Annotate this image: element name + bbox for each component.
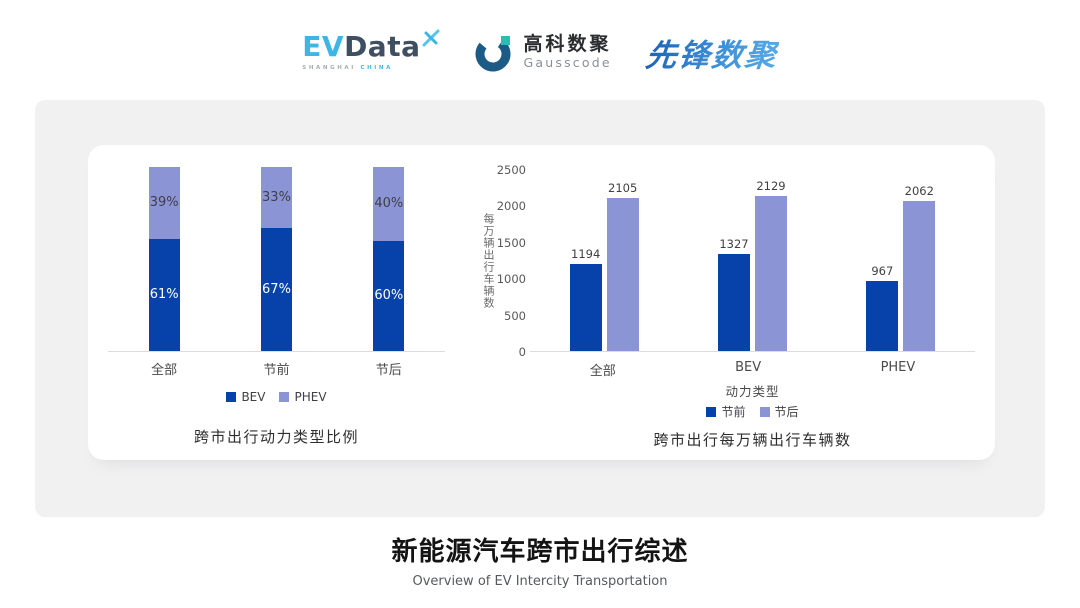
report-title: 新能源汽车跨市出行综述 bbox=[391, 537, 689, 567]
bar-value-label: 2129 bbox=[756, 179, 786, 194]
bar-节后 bbox=[606, 197, 639, 351]
right-x-axis-label: 动力类型 bbox=[725, 384, 780, 399]
report-footer: 新能源汽车跨市出行综述 Overview of EV Intercity Tra… bbox=[0, 531, 1080, 589]
legend-label: BEV bbox=[241, 390, 266, 404]
bar-column: 1327 bbox=[717, 237, 750, 351]
right-y-ticks: 0 500 1000 1500 2000 2500 bbox=[486, 163, 526, 359]
charts-panel: 39% 61% 33% 67% 40% 60% 全部 节前 节后 BEV PHEV 跨市出行动力… bbox=[88, 145, 995, 460]
gausscode-g-icon bbox=[475, 36, 511, 72]
left-legend: BEV PHEV bbox=[108, 390, 445, 404]
left-chart-title: 跨市出行动力类型比例 bbox=[193, 428, 359, 446]
category-label: BEV bbox=[735, 360, 762, 375]
y-tick-label: 1000 bbox=[496, 272, 526, 287]
legend-item-phev: PHEV bbox=[279, 390, 327, 404]
bar-segment-bev: 67% bbox=[260, 227, 292, 351]
evdata-logo-data-text: Data bbox=[344, 30, 421, 63]
bar-column: 1194 bbox=[569, 247, 602, 351]
legend-label: PHEV bbox=[294, 390, 327, 404]
bar-节后 bbox=[903, 200, 936, 351]
logo-header: EV Data SHANGHAI CHINA 高科数聚 Gausscode 先锋数 bbox=[0, 22, 1080, 82]
category-label: PHEV bbox=[880, 360, 916, 375]
xianfeng-logo: 先锋数聚 bbox=[643, 30, 780, 75]
legend-label: 节前 bbox=[721, 405, 746, 419]
category-label: 全部 bbox=[589, 364, 616, 379]
bar-节前 bbox=[569, 264, 602, 351]
y-tick-label: 2500 bbox=[496, 163, 526, 177]
right-category-labels: 全部 BEV PHEV bbox=[530, 360, 975, 379]
gausscode-cn-text: 高科数聚 bbox=[523, 32, 612, 55]
bar-column: 2129 bbox=[754, 179, 787, 351]
legend-swatch bbox=[706, 406, 717, 417]
right-chart-title: 跨市出行每万辆出行车辆数 bbox=[653, 431, 852, 449]
legend-item-节后: 节后 bbox=[759, 403, 799, 420]
y-tick-label: 2000 bbox=[496, 199, 526, 214]
legend-swatch bbox=[279, 392, 290, 402]
evdata-logo-subtext: SHANGHAI CHINA bbox=[302, 65, 393, 71]
legend-swatch bbox=[759, 406, 770, 417]
bar-segment-phev: 40% bbox=[373, 167, 405, 241]
bar-group-PHEV: 967 2062 bbox=[866, 183, 936, 351]
right-legend: 节前 节后 bbox=[530, 403, 975, 420]
category-label: 节后 bbox=[375, 363, 402, 378]
legend-item-节前: 节前 bbox=[706, 403, 746, 420]
evdata-spark-icon bbox=[422, 29, 440, 47]
bar-节前 bbox=[866, 280, 899, 351]
bar-value-label: 967 bbox=[871, 263, 894, 278]
left-category-labels: 全部 节前 节后 bbox=[108, 359, 445, 378]
evdata-logo: EV Data SHANGHAI CHINA bbox=[302, 29, 440, 71]
stacked-bars: 39% 61% 33% 67% 40% 60% bbox=[108, 167, 445, 352]
bar-segment-bev: 61% bbox=[148, 238, 180, 351]
y-tick-label: 1500 bbox=[496, 235, 526, 250]
bar-value-label: 2105 bbox=[608, 180, 638, 195]
grouped-bars-plot: 1194 2105 1327 2129 967 2062 bbox=[530, 170, 975, 352]
legend-label: 节后 bbox=[774, 405, 799, 419]
content-card: 39% 61% 33% 67% 40% 60% 全部 节前 节后 BEV PHEV 跨市出行动力… bbox=[35, 100, 1045, 517]
bar-group-BEV: 1327 2129 bbox=[717, 179, 787, 351]
bar-column: 967 bbox=[866, 263, 899, 351]
bar-group-全部: 1194 2105 bbox=[569, 180, 639, 351]
category-label: 全部 bbox=[151, 363, 178, 378]
bar-value-label: 1194 bbox=[571, 247, 601, 262]
chart-power-type-ratio: 39% 61% 33% 67% 40% 60% 全部 节前 节后 BEV PHEV 跨市出行动力… bbox=[108, 167, 445, 447]
bar-column: 2105 bbox=[606, 180, 639, 351]
y-tick-label: 500 bbox=[504, 308, 526, 323]
gausscode-logo: 高科数聚 Gausscode bbox=[474, 32, 611, 72]
bar-segment-phev: 33% bbox=[260, 167, 292, 228]
y-tick-label: 0 bbox=[518, 345, 526, 359]
stacked-bar-节后: 40% 60% bbox=[373, 167, 405, 351]
bar-value-label: 1327 bbox=[719, 237, 749, 252]
right-y-axis-label: 每万辆出行车辆数 bbox=[482, 213, 495, 309]
legend-item-bev: BEV bbox=[226, 390, 265, 404]
stacked-bar-节前: 33% 67% bbox=[260, 167, 292, 351]
bar-segment-phev: 39% bbox=[148, 167, 180, 239]
report-subtitle: Overview of EV Intercity Transportation bbox=[412, 574, 668, 589]
stacked-bar-全部: 39% 61% bbox=[148, 167, 180, 351]
evdata-logo-ev-text: EV bbox=[302, 30, 345, 63]
bar-segment-bev: 60% bbox=[373, 240, 405, 351]
bar-节前 bbox=[717, 254, 750, 351]
category-label: 节前 bbox=[263, 363, 290, 378]
bar-value-label: 2062 bbox=[904, 183, 934, 198]
bar-节后 bbox=[754, 196, 787, 351]
legend-swatch bbox=[226, 392, 237, 402]
gausscode-en-text: Gausscode bbox=[523, 54, 612, 70]
bar-column: 2062 bbox=[903, 183, 936, 351]
